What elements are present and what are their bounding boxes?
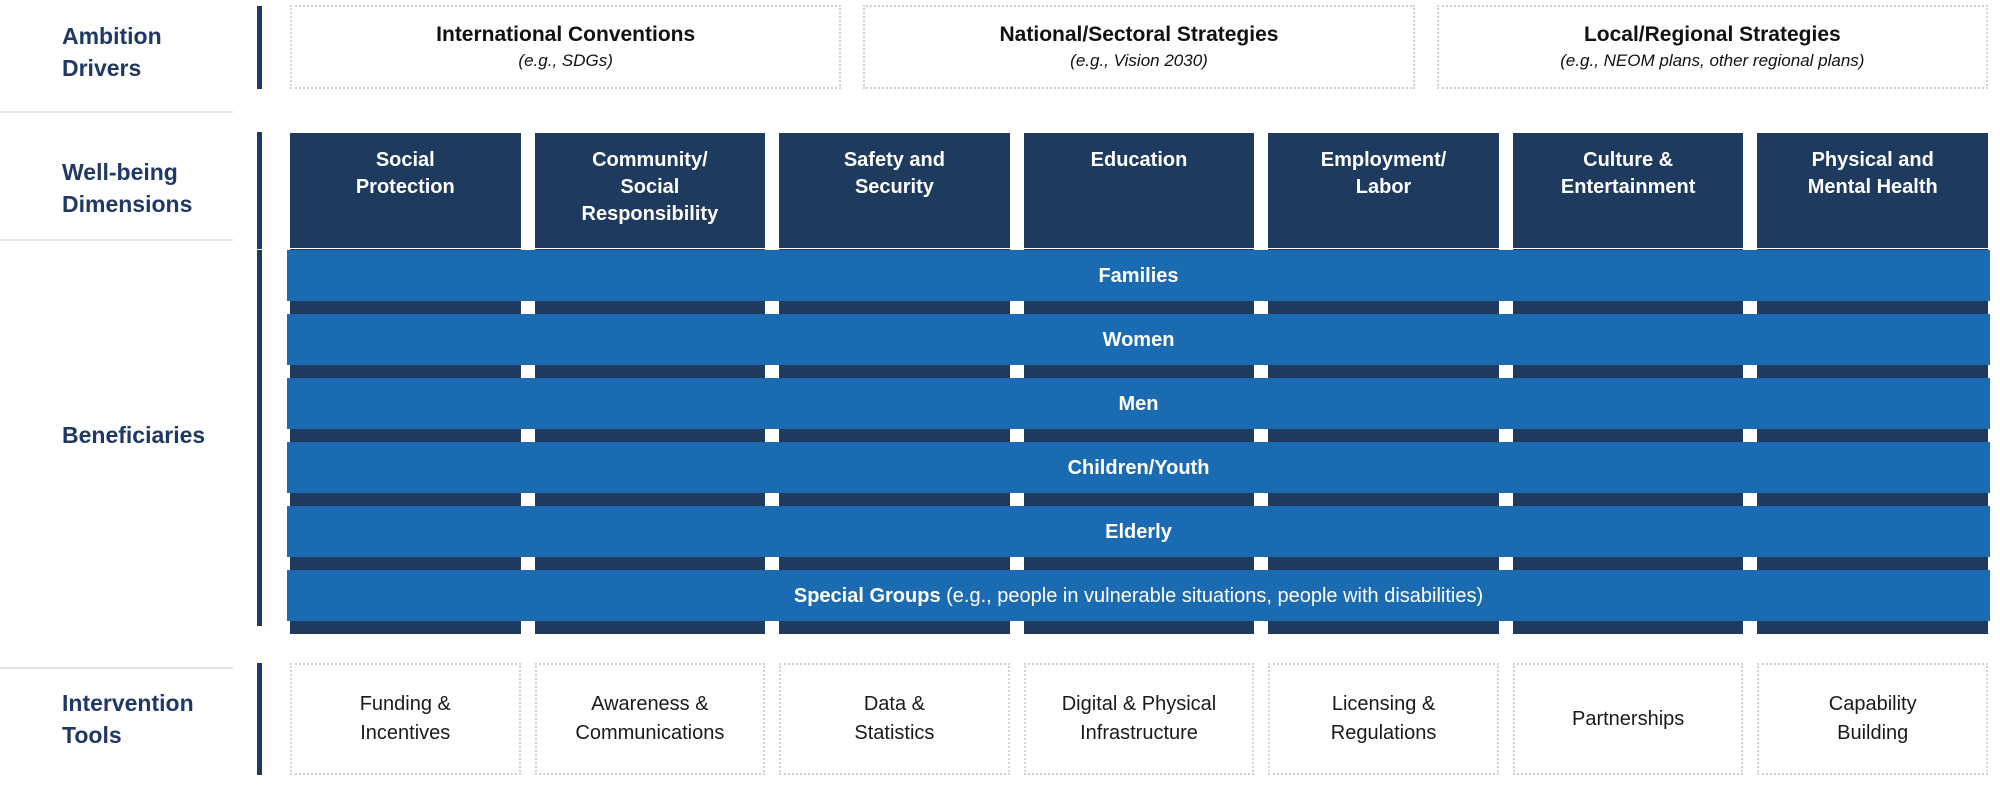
intervention-tools-row: Funding & Incentives Awareness & Communi… (290, 663, 1988, 775)
tool-box-capability-building: Capability Building (1757, 663, 1988, 775)
dimension-box-culture-entertainment: Culture & Entertainment (1512, 133, 1744, 248)
dimension-column (534, 249, 766, 634)
beneficiary-bar-women: Women (287, 314, 1990, 365)
dimension-columns-background (290, 249, 1988, 634)
driver-subtitle: (e.g., NEOM plans, other regional plans) (1560, 51, 1865, 71)
beneficiary-bar-men: Men (287, 378, 1990, 429)
tool-box-awareness-communications: Awareness & Communications (534, 663, 766, 775)
beneficiary-label: Children/Youth (1067, 456, 1210, 479)
tool-box-data-statistics: Data & Statistics (779, 663, 1010, 775)
tool-box-licensing-regulations: Licensing & Regulations (1268, 663, 1499, 775)
wellbeing-dimensions-row: Social Protection Community/ Social Resp… (290, 133, 1988, 248)
section-rule-beneficiaries (257, 250, 262, 626)
label-row-divider (0, 667, 233, 669)
driver-title: Local/Regional Strategies (1583, 22, 1841, 46)
section-label-ambition-drivers: Ambition Drivers (62, 22, 162, 81)
section-rule-tools (257, 663, 262, 775)
driver-box-international-conventions: International Conventions (e.g., SDGs) (290, 5, 842, 89)
label-row-divider (0, 111, 233, 113)
beneficiary-label: Women (1102, 328, 1175, 351)
tool-box-digital-physical-infrastructure: Digital & Physical Infrastructure (1023, 663, 1255, 775)
dimension-column (1023, 249, 1255, 634)
driver-box-national-sectoral-strategies: National/Sectoral Strategies (e.g., Visi… (863, 5, 1415, 89)
dimension-column (779, 249, 1010, 634)
dimension-box-employment-labor: Employment/ Labor (1268, 133, 1499, 248)
label-row-divider (0, 239, 233, 241)
beneficiary-bar-special-groups: Special Groups (e.g., people in vulnerab… (287, 570, 1990, 621)
driver-title: National/Sectoral Strategies (999, 22, 1279, 46)
section-rule-ambition (257, 6, 262, 89)
ambition-drivers-row: International Conventions (e.g., SDGs) N… (290, 5, 1988, 89)
section-label-beneficiaries: Beneficiaries (62, 421, 206, 448)
section-label-wellbeing-dimensions: Well-being Dimensions (62, 158, 193, 217)
beneficiary-label: Elderly (1105, 520, 1172, 543)
beneficiary-label: Men (1118, 392, 1159, 415)
dimension-column (1268, 249, 1499, 634)
beneficiary-label: Families (1098, 264, 1179, 287)
dimension-column (1512, 249, 1744, 634)
driver-title: International Conventions (436, 22, 696, 46)
beneficiary-bars: Families Women Men Children/Youth Elderl… (287, 250, 1990, 621)
dimension-box-social-protection: Social Protection (290, 133, 521, 248)
dimension-column (1757, 249, 1988, 634)
section-label-intervention-tools: Intervention Tools (62, 689, 194, 748)
tool-box-partnerships: Partnerships (1512, 663, 1744, 775)
section-rule-dimensions (257, 132, 262, 249)
dimension-box-safety-and-security: Safety and Security (779, 133, 1010, 248)
beneficiaries-matrix: Families Women Men Children/Youth Elderl… (287, 249, 1990, 634)
beneficiary-bar-children-youth: Children/Youth (287, 442, 1990, 493)
tool-box-funding-incentives: Funding & Incentives (290, 663, 521, 775)
driver-subtitle: (e.g., SDGs) (518, 51, 613, 71)
dimension-box-physical-mental-health: Physical and Mental Health (1757, 133, 1988, 248)
dimension-column (290, 249, 521, 634)
dimension-box-education: Education (1023, 133, 1255, 248)
beneficiary-label: Special Groups (793, 584, 941, 607)
dimension-box-community-social-responsibility: Community/ Social Responsibility (534, 133, 766, 248)
beneficiary-bar-elderly: Elderly (287, 506, 1990, 557)
driver-subtitle: (e.g., Vision 2030) (1070, 51, 1208, 71)
driver-box-local-regional-strategies: Local/Regional Strategies (e.g., NEOM pl… (1436, 5, 1988, 89)
beneficiary-bar-families: Families (287, 250, 1990, 301)
